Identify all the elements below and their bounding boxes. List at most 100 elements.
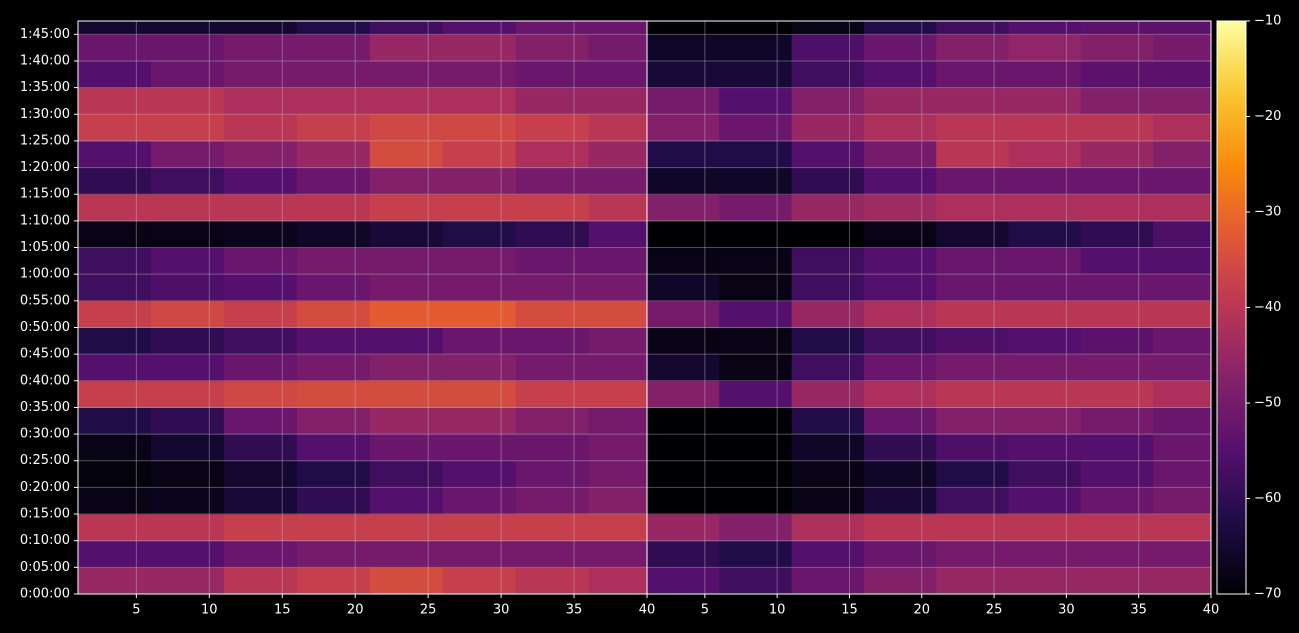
- heat-cell: [369, 514, 444, 542]
- heat-cell: [863, 514, 937, 542]
- heat-cell: [223, 87, 298, 115]
- heat-cell: [936, 220, 1010, 249]
- heat-cell: [791, 487, 865, 515]
- heat-cell: [588, 300, 648, 328]
- heat-cell: [515, 21, 590, 35]
- heat-cell: [791, 34, 865, 62]
- heat-cell: [588, 567, 648, 595]
- heat-cell: [719, 167, 793, 195]
- x-tick-label: 10: [769, 603, 786, 618]
- heat-cell: [296, 540, 371, 568]
- heat-cell: [791, 247, 865, 275]
- heat-cell: [442, 167, 517, 195]
- heat-cell: [863, 434, 937, 462]
- heat-cell: [719, 434, 793, 462]
- heat-cell: [515, 114, 590, 142]
- heat-cell: [1080, 407, 1154, 435]
- heat-cell: [863, 60, 937, 89]
- heat-cell: [936, 434, 1010, 462]
- x-tick-label: 10: [201, 603, 218, 618]
- heat-cell: [791, 407, 865, 435]
- heat-cell: [369, 194, 444, 222]
- heat-cell: [791, 380, 865, 408]
- heat-cell: [78, 514, 152, 542]
- heat-cell: [791, 434, 865, 462]
- heat-cell: [863, 140, 937, 169]
- heat-cell: [588, 327, 648, 355]
- heat-cell: [78, 194, 152, 222]
- heat-cell: [719, 327, 793, 355]
- heat-cell: [647, 114, 720, 142]
- heat-cell: [296, 34, 371, 62]
- heat-cell: [588, 167, 648, 195]
- heat-cell: [1080, 434, 1154, 462]
- heat-cell: [78, 460, 152, 488]
- heat-cell: [78, 60, 152, 89]
- heat-cell: [936, 167, 1010, 195]
- heat-cell: [296, 300, 371, 328]
- heat-cell: [863, 87, 937, 115]
- heat-cell: [223, 220, 298, 249]
- heat-cell: [369, 380, 444, 408]
- heat-cell: [78, 220, 152, 249]
- heat-cell: [296, 87, 371, 115]
- heat-cell: [1008, 21, 1082, 35]
- heat-cell: [1008, 407, 1082, 435]
- heat-cell: [936, 354, 1010, 382]
- heat-cell: [223, 21, 298, 35]
- y-tick-label: 0:05:00: [20, 560, 70, 575]
- heat-cell: [863, 21, 937, 35]
- heat-cell: [588, 220, 648, 249]
- panel-frame: [646, 20, 1212, 595]
- heat-cell: [369, 114, 444, 142]
- heat-cell: [1153, 460, 1212, 488]
- heat-cell: [588, 380, 648, 408]
- heat-cell: [719, 140, 793, 169]
- colorbar-tick-label: −60: [1254, 491, 1281, 506]
- heat-cell: [442, 434, 517, 462]
- heat-cell: [369, 300, 444, 328]
- heat-cell: [1080, 567, 1154, 595]
- heat-cell: [719, 34, 793, 62]
- heat-cell: [296, 167, 371, 195]
- heat-cell: [223, 540, 298, 568]
- heat-cell: [936, 21, 1010, 35]
- heat-cell: [369, 220, 444, 249]
- heat-cell: [647, 514, 720, 542]
- heat-cell: [150, 247, 225, 275]
- heat-cell: [442, 60, 517, 89]
- heat-cell: [863, 540, 937, 568]
- heat-cell: [936, 460, 1010, 488]
- heat-cell: [936, 407, 1010, 435]
- heat-cell: [515, 60, 590, 89]
- heat-cell: [1008, 247, 1082, 275]
- heat-cell: [150, 167, 225, 195]
- heat-cell: [223, 274, 298, 302]
- heat-cell: [647, 34, 720, 62]
- heat-cell: [1153, 300, 1212, 328]
- heat-cell: [1008, 540, 1082, 568]
- heat-cell: [442, 300, 517, 328]
- x-tick-label: 35: [1130, 603, 1147, 618]
- heat-cell: [1008, 380, 1082, 408]
- heat-cell: [936, 300, 1010, 328]
- heat-cell: [1008, 300, 1082, 328]
- heat-cell: [588, 140, 648, 169]
- heat-cell: [588, 407, 648, 435]
- x-tick-label: 30: [493, 603, 510, 618]
- heat-cell: [791, 114, 865, 142]
- heat-cell: [150, 87, 225, 115]
- heat-cell: [296, 460, 371, 488]
- y-tick-label: 1:45:00: [20, 27, 70, 42]
- heat-cell: [863, 380, 937, 408]
- heat-cell: [1153, 487, 1212, 515]
- heat-cell: [369, 60, 444, 89]
- x-tick-label: 20: [347, 603, 364, 618]
- heat-cell: [78, 567, 152, 595]
- heat-cell: [936, 60, 1010, 89]
- heat-cell: [369, 434, 444, 462]
- heat-cell: [515, 327, 590, 355]
- heat-cell: [719, 87, 793, 115]
- heat-cell: [442, 21, 517, 35]
- heat-cell: [1080, 60, 1154, 89]
